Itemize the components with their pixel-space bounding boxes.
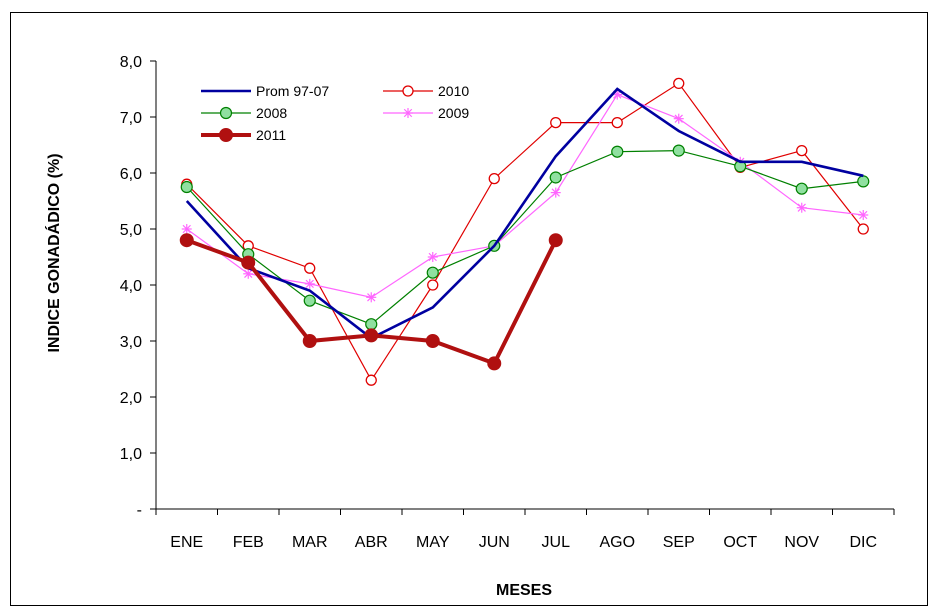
legend-label: 2009 [438, 105, 469, 121]
x-tick-label: MAR [292, 534, 328, 551]
x-tick-label: JUN [479, 534, 510, 551]
data-point [673, 113, 684, 124]
data-point [550, 116, 562, 129]
y-tick-label: 5,0 [120, 222, 142, 239]
chart-frame: - 1,0 2,0 3,0 4,0 5,0 6,0 7,0 8,0 ENE FEB MAR ABR MA… [10, 12, 928, 606]
legend-marker [402, 85, 414, 97]
series-line [186, 93, 864, 298]
x-tick-label: NOV [784, 534, 819, 551]
series-line [186, 149, 864, 325]
y-axis-title: INDICE GONADÁDICO (%) [44, 153, 63, 352]
y-tick-label: 4,0 [120, 278, 142, 295]
x-tick-label: ABR [355, 534, 388, 551]
legend-label: 2010 [438, 83, 469, 99]
legend-label: 2011 [256, 127, 286, 143]
x-tick-label: AGO [599, 534, 635, 551]
legend-marker [219, 106, 233, 120]
data-point [549, 171, 562, 184]
data-point [427, 279, 439, 291]
data-point [857, 175, 870, 188]
data-point [427, 252, 438, 262]
data-point [795, 182, 808, 195]
data-point [241, 255, 256, 270]
data-point [180, 180, 193, 194]
legend-item-prom-97-07: Prom 97-07 [201, 83, 329, 99]
data-point [550, 187, 561, 198]
legend-item-2011: 2011 [201, 127, 286, 143]
data-point [858, 210, 869, 220]
x-tick-label: DIC [849, 534, 877, 551]
legend-item-2009: 2009 [383, 105, 469, 121]
y-tick-label: 1,0 [120, 446, 142, 463]
legend-marker [219, 128, 233, 142]
data-point [366, 292, 377, 303]
data-point [302, 334, 317, 348]
x-tick-label: SEP [663, 534, 695, 551]
data-point [488, 172, 500, 185]
legend-label: 2008 [256, 105, 287, 121]
data-point [487, 356, 502, 371]
series-line [186, 82, 864, 382]
legend-marker [403, 108, 413, 118]
y-tick-label: 6,0 [120, 166, 142, 183]
x-tick-label: OCT [723, 534, 757, 551]
legend-label: Prom 97-07 [256, 83, 329, 99]
series-2009 [181, 89, 869, 303]
data-point [673, 77, 685, 90]
series-layer [179, 77, 870, 386]
series-2008 [180, 144, 870, 331]
data-point [611, 116, 623, 129]
data-point [611, 145, 624, 158]
legend: Prom 97-07 2010 2008 2009 2011 [201, 83, 469, 143]
x-axis-title: MESES [496, 582, 552, 599]
y-tick-label: 2,0 [120, 390, 142, 407]
data-point [181, 224, 192, 234]
y-axis: - 1,0 2,0 3,0 4,0 5,0 6,0 7,0 8,0 [120, 54, 156, 519]
data-point [365, 374, 377, 386]
y-tick-label: 7,0 [120, 110, 142, 127]
data-point [179, 233, 194, 248]
x-tick-label: ENE [170, 534, 203, 551]
y-tick-label: 8,0 [120, 54, 142, 71]
y-tick-label: - [137, 502, 142, 519]
x-tick-label: JUL [542, 534, 571, 551]
data-point [243, 268, 254, 279]
x-tick-label: FEB [233, 534, 264, 551]
data-point [364, 328, 379, 343]
legend-item-2008: 2008 [201, 105, 287, 121]
series-prom-97-07 [185, 87, 864, 340]
series-2010 [181, 77, 869, 386]
data-point [796, 202, 807, 213]
data-point [304, 278, 315, 289]
data-point [672, 144, 685, 157]
data-point [857, 223, 869, 235]
data-point [304, 262, 316, 274]
data-point [303, 294, 316, 307]
y-tick-label: 3,0 [120, 334, 142, 351]
legend-item-2010: 2010 [383, 83, 469, 99]
data-point [365, 318, 378, 331]
x-tick-label: MAY [416, 534, 450, 551]
data-point [548, 233, 563, 248]
data-point [426, 266, 439, 279]
data-point [425, 334, 440, 348]
x-axis: ENE FEB MAR ABR MAY JUN JUL AGO SEP OCT NOV DIC [155, 509, 895, 551]
series-2011 [179, 233, 563, 371]
line-chart: - 1,0 2,0 3,0 4,0 5,0 6,0 7,0 8,0 ENE FEB MAR ABR MA… [44, 54, 895, 599]
data-point [796, 144, 808, 157]
series-line [185, 87, 864, 340]
